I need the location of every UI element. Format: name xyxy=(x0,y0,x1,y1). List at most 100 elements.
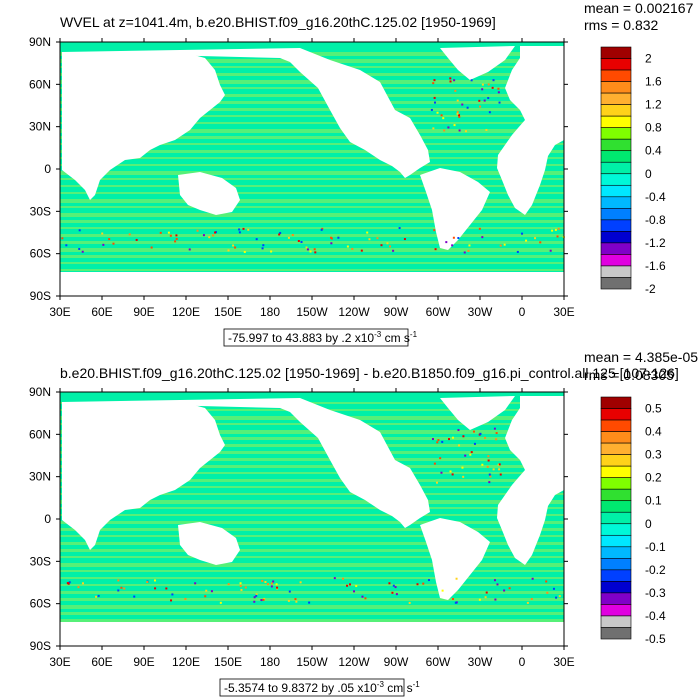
panel-1-range-text: -75.997 to 43.883 by .2 x10-3 cm s-1 xyxy=(228,330,418,345)
colorbar-box xyxy=(600,219,632,232)
panel-1-map xyxy=(60,42,565,296)
colorbar-box xyxy=(600,488,632,502)
x-tick: 0 xyxy=(519,388,526,669)
colorbar-box xyxy=(600,69,632,82)
colorbar-label: -0.5 xyxy=(645,632,666,646)
y-tick: 30S xyxy=(30,554,568,568)
x-tick: 30E xyxy=(553,38,575,319)
x-tick-label: 30E xyxy=(49,655,70,669)
y-tick: 0 xyxy=(44,162,568,176)
panel-1-title: WVEL at z=1041.4m, b.e20.BHIST.f09_g16.2… xyxy=(60,14,496,30)
x-tick: 60W xyxy=(426,388,451,669)
colorbar-box xyxy=(600,46,632,59)
x-tick-label: 120E xyxy=(172,305,200,319)
y-tick: 30N xyxy=(29,120,568,134)
colorbar-label: 0 xyxy=(645,517,652,531)
colorbar-box xyxy=(600,92,632,105)
y-tick: 30S xyxy=(30,204,568,218)
y-tick: 0 xyxy=(44,512,568,526)
colorbar-box xyxy=(600,534,632,548)
x-tick: 60E xyxy=(91,388,113,669)
colorbar-label: 1.2 xyxy=(645,98,662,112)
x-tick: 90W xyxy=(384,38,409,319)
colorbar-box xyxy=(600,104,632,117)
colorbar-box xyxy=(600,254,632,267)
x-tick-label: 60E xyxy=(91,305,112,319)
colorbar-box xyxy=(600,127,632,140)
colorbar-box xyxy=(600,431,632,444)
panel-2-range-text: -5.3574 to 9.8372 by .05 x10-3 cm s-1 xyxy=(224,680,420,695)
colorbar-box xyxy=(600,592,632,605)
colorbar-box xyxy=(600,442,632,455)
x-tick-label: 30E xyxy=(553,655,574,669)
x-tick: 120W xyxy=(338,38,370,319)
x-tick-label: 90W xyxy=(384,655,409,669)
y-tick-label: 30S xyxy=(30,554,51,568)
x-tick-label: 180 xyxy=(260,305,280,319)
x-tick: 0 xyxy=(519,38,526,319)
y-tick-label: 0 xyxy=(44,162,51,176)
x-tick-label: 60W xyxy=(426,305,451,319)
x-tick: 180 xyxy=(260,38,280,319)
colorbar-label: -0.1 xyxy=(645,540,666,554)
x-tick: 90W xyxy=(384,388,409,669)
y-tick: 60N xyxy=(29,77,568,91)
y-tick: 30N xyxy=(29,470,568,484)
colorbar-box xyxy=(600,500,632,513)
x-tick-label: 90E xyxy=(133,305,154,319)
colorbar-box xyxy=(600,231,632,244)
colorbar-box xyxy=(600,138,632,152)
colorbar-box xyxy=(600,581,632,594)
colorbar-label: -0.4 xyxy=(645,609,666,623)
x-tick-label: 90E xyxy=(133,655,154,669)
x-tick-label: 150E xyxy=(214,655,242,669)
colorbar-label: 0.1 xyxy=(645,494,662,508)
y-tick-label: 0 xyxy=(44,512,51,526)
panel-1-mean: mean = 0.002167 xyxy=(584,0,694,16)
colorbar-label: 0.8 xyxy=(645,121,662,135)
panel-1-rms: rms = 0.832 xyxy=(584,17,659,33)
colorbar-box xyxy=(600,173,632,186)
x-tick: 150W xyxy=(296,38,328,319)
y-tick-label: 30N xyxy=(29,120,51,134)
y-tick-label: 90S xyxy=(30,289,51,303)
x-tick: 150E xyxy=(214,388,242,669)
x-tick: 150W xyxy=(296,388,328,669)
colorbar-box xyxy=(600,81,632,94)
panel-1-colorbar: 2 1.6 1.2 0.8 0.4 0 -0.4 -0.8 -1.2 -1.6 -2 xyxy=(600,46,666,296)
colorbar-box xyxy=(600,627,632,640)
colorbar-box xyxy=(600,161,632,175)
panel-2-mean: mean = 4.385e-05 xyxy=(584,349,698,365)
colorbar-box xyxy=(600,546,632,559)
colorbar-box xyxy=(600,242,632,255)
colorbar-box xyxy=(600,277,632,290)
panel-2-range-box xyxy=(219,678,405,697)
colorbar-box xyxy=(600,150,632,163)
y-tick: 90N xyxy=(29,385,568,399)
y-tick-label: 30N xyxy=(29,470,51,484)
colorbar-box xyxy=(600,115,632,128)
x-tick-label: 60E xyxy=(91,655,112,669)
colorbar-box xyxy=(600,477,632,490)
panel-2-colorbar: 0.5 0.4 0.3 0.2 0.1 0 -0.1 -0.2 -0.3 -0.4 -0.5 xyxy=(600,396,666,646)
y-tick: 60S xyxy=(30,247,568,261)
panel-2-map xyxy=(60,392,564,646)
colorbar-box xyxy=(600,569,632,582)
y-tick-label: 30S xyxy=(30,204,51,218)
colorbar-box xyxy=(600,465,632,478)
colorbar-label: 2 xyxy=(645,52,652,66)
panel-1: WVEL at z=1041.4m, b.e20.BHIST.f09_g16.2… xyxy=(29,0,694,347)
y-tick-label: 60S xyxy=(30,597,51,611)
x-tick-label: 120W xyxy=(338,305,370,319)
colorbar-box xyxy=(600,419,632,432)
colorbar-box xyxy=(600,396,632,409)
x-tick: 90E xyxy=(133,388,155,669)
x-tick: 30E xyxy=(49,38,71,319)
colorbar-label: -0.4 xyxy=(645,190,666,204)
colorbar-box xyxy=(600,58,632,71)
colorbar-box xyxy=(600,604,632,617)
colorbar-label: -0.8 xyxy=(645,213,666,227)
colorbar-box xyxy=(600,558,632,571)
x-tick: 30E xyxy=(49,388,71,669)
y-tick: 90S xyxy=(30,639,568,653)
